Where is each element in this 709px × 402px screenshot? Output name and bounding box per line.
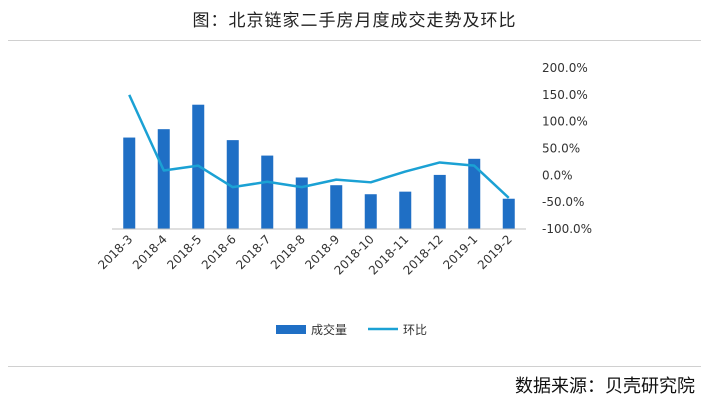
y-tick-label: -100.0%	[542, 222, 592, 236]
bar-2018-10	[364, 194, 377, 229]
legend: 成交量 环比	[276, 322, 427, 337]
data-source: 数据来源：贝壳研究院	[515, 376, 695, 397]
y-tick-label: 0.0%	[542, 168, 573, 182]
bar-2018-6	[226, 140, 239, 229]
chart: 200.0% 150.0% 100.0% 50.0% 0.0% -50.0% -100.0%…	[95, 61, 592, 337]
x-tick-label: 2018-4	[130, 232, 170, 272]
x-tick-label: 2018-5	[164, 232, 204, 272]
x-tick-label: 2018-7	[233, 232, 273, 272]
legend-label-ratio: 环比	[403, 323, 427, 337]
y-axis-right: 200.0% 150.0% 100.0% 50.0% 0.0% -50.0% -100.0%	[542, 61, 592, 236]
y-tick-label: 100.0%	[542, 115, 588, 129]
chart-title: 图：北京链家二手房月度成交走势及环比	[192, 11, 517, 31]
y-tick-label: 50.0%	[542, 142, 580, 156]
legend-label-volume: 成交量	[311, 322, 347, 337]
bar-2018-7	[261, 155, 274, 229]
ratio-line	[128, 94, 510, 199]
bar-2019-2	[502, 198, 515, 229]
y-tick-label: -50.0%	[542, 195, 584, 209]
bar-2018-3	[123, 137, 136, 229]
x-tick-label: 2019-2	[475, 232, 515, 272]
x-tick-label: 2018-6	[199, 232, 239, 272]
y-tick-label: 200.0%	[542, 61, 588, 75]
legend-bar-swatch	[276, 325, 306, 334]
bar-2018-9	[330, 185, 343, 229]
x-tick-label: 2019-1	[440, 232, 480, 272]
x-tick-label: 2018-8	[268, 232, 308, 272]
bar-2018-4	[157, 129, 170, 229]
bar-2018-12	[433, 174, 446, 229]
x-tick-label: 2018-3	[95, 232, 135, 272]
top-divider	[8, 40, 701, 41]
bar-2019-1	[468, 158, 481, 229]
bar-2018-8	[295, 177, 308, 229]
y-tick-label: 150.0%	[542, 88, 588, 102]
bar-2018-11	[399, 191, 412, 229]
bottom-divider	[8, 366, 701, 367]
x-tick-labels: 2018-32018-42018-52018-62018-72018-82018…	[95, 232, 514, 277]
